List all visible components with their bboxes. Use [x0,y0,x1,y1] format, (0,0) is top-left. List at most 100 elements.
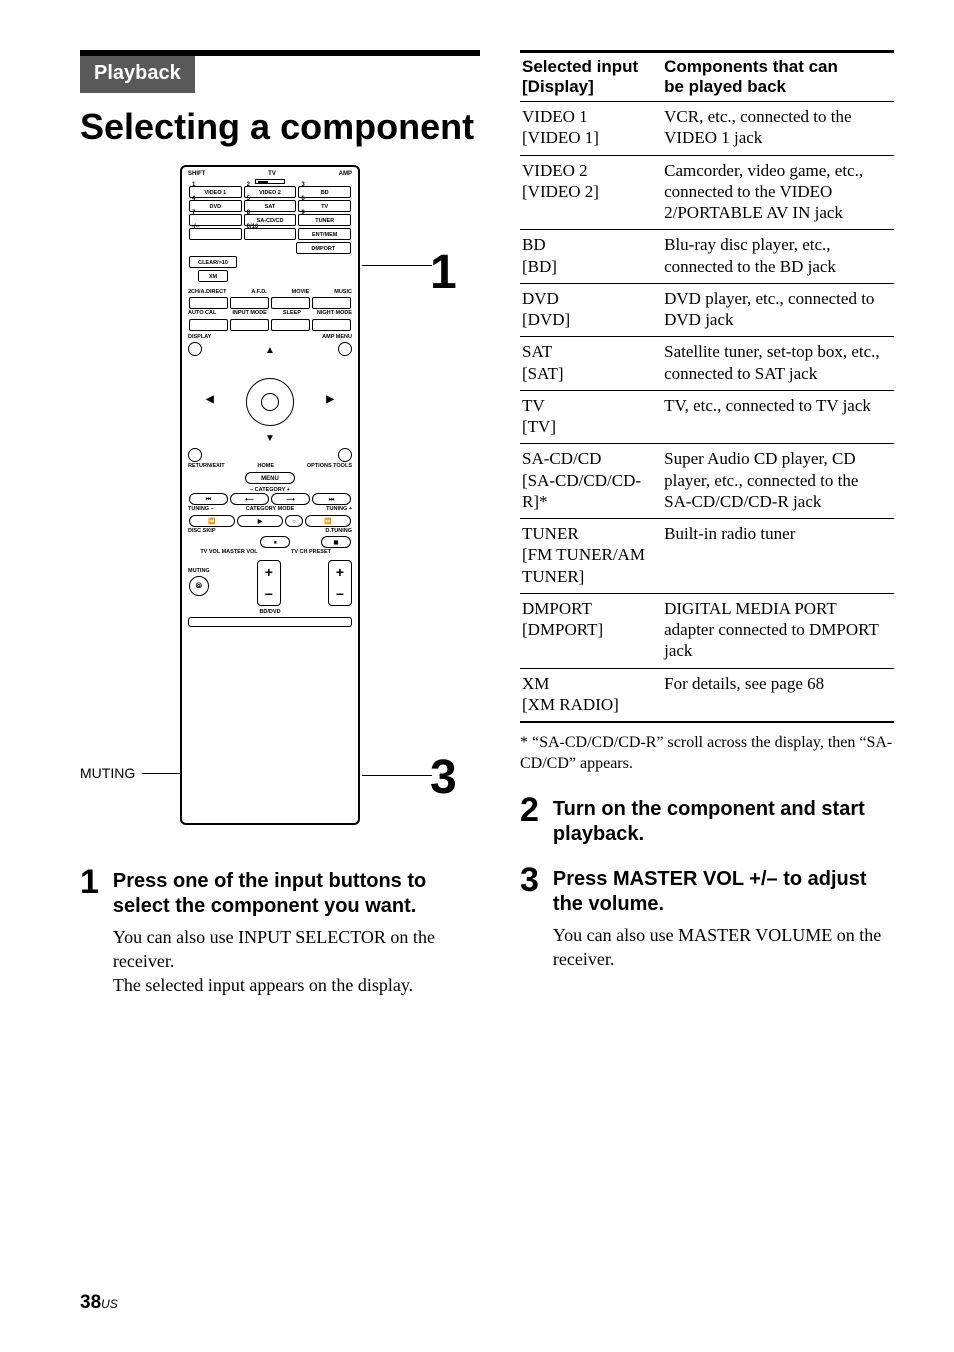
step-1: 1 Press one of the input buttons to sele… [80,865,480,998]
table-cell-component: For details, see page 68 [662,668,894,722]
remote-label: 2CH/A.DIRECT [188,290,227,296]
footnote: * “SA-CD/CD/CD-R” scroll across the disp… [520,733,894,775]
remote-button: 4DVD [189,200,242,212]
remote-button: 2VIDEO 2 [244,186,297,198]
remote-label: HOME [258,464,275,470]
step-number: 3 [520,863,539,972]
left-column: Playback Selecting a component 1 3 MUTIN… [80,50,480,1007]
remote-label: MUTING [188,569,210,575]
step-heading: Press MASTER VOL +/– to adjust the volum… [553,867,894,917]
table-row: VIDEO 2[VIDEO 2]Camcorder, video game, e… [520,155,894,230]
remote-label: TV CH PRESET [270,550,352,556]
table-row: SA-CD/CD[SA-CD/CD/CD-R]*Super Audio CD p… [520,444,894,519]
table-cell-component: VCR, etc., connected to the VIDEO 1 jack [662,102,894,156]
remote-button [312,319,351,331]
remote-button [189,319,228,331]
switch-icon [255,179,285,184]
dpad-icon: ◀ ▶ ▼ [188,362,352,442]
remote-label: TV VOL MASTER VOL [188,550,270,556]
table-cell-component: Built-in radio tuner [662,519,894,594]
remote-label: AUTO CAL [188,311,216,317]
remote-label: OPTIONS TOOLS [307,464,352,470]
table-cell-input: TUNER[FM TUNER/AM TUNER] [520,519,662,594]
remote-button: CLEAR/>10 [189,256,237,268]
remote-button [230,319,269,331]
remote-label: RETURN/EXIT [188,464,225,470]
remote-button: XM [198,270,228,282]
transport-button: ⏩ [305,515,351,527]
remote-label: D.TUNING [325,529,352,535]
stop-button: ◼ [321,536,351,548]
remote-button: 6TV [298,200,351,212]
pause-button: ⏸ [260,536,290,548]
step-number: 1 [80,865,99,998]
remote-button [271,297,310,309]
remote-label: DISC SKIP [188,529,216,535]
transport-button: ⟶ [271,493,310,505]
remote-button [189,297,228,309]
remote-label: TV [268,171,276,177]
table-row: TV[TV]TV, etc., connected to TV jack [520,390,894,444]
table-row: SAT[SAT]Satellite tuner, set-top box, et… [520,337,894,391]
step-number: 2 [520,793,539,853]
table-cell-component: TV, etc., connected to TV jack [662,390,894,444]
remote-label: MOVIE [292,290,310,296]
remote-label: CATEGORY MODE [246,507,295,513]
transport-button: ⏪ [189,515,235,527]
remote-label: AMP MENU [322,335,352,341]
table-header: Components that can be played back [662,52,894,102]
table-cell-component: Satellite tuner, set-top box, etc., conn… [662,337,894,391]
page-footer: 38US [80,1292,118,1314]
remote-label: TUNING + [326,507,352,513]
remote-body: SHIFT TV AMP 1VIDEO 1 2VIDEO 2 3BD 4DVD … [180,165,360,825]
step-text: You can also use INPUT SELECTOR on the r… [113,925,480,974]
remote-button: -/-- [189,228,242,240]
remote-button: ENT/MEM [298,228,351,240]
transport-button: ▶ [237,515,283,527]
remote-label: DISPLAY [188,335,211,341]
circle-button-icon [338,342,352,356]
remote-button: 9TUNER [298,214,351,226]
right-column: Selected input [Display] Components that… [520,50,894,1007]
page-title: Selecting a component [80,107,480,147]
step-3: 3 Press MASTER VOL +/– to adjust the vol… [520,863,894,972]
table-cell-input: TV[TV] [520,390,662,444]
remote-label: TUNING – [188,507,214,513]
remote-button: 5SAT [244,200,297,212]
step-text: You can also use MASTER VOLUME on the re… [553,923,894,972]
table-cell-component: Super Audio CD player, CD player, etc., … [662,444,894,519]
table-cell-input: SA-CD/CD[SA-CD/CD/CD-R]* [520,444,662,519]
remote-label: A.F.D. [251,290,266,296]
table-cell-input: BD[BD] [520,230,662,284]
table-header: Selected input [Display] [520,52,662,102]
table-row: XM[XM RADIO]For details, see page 68 [520,668,894,722]
remote-button: 0/10 [244,228,297,240]
remote-label: BD/DVD [188,610,352,616]
remote-button: DMPORT [296,242,351,254]
step-text: The selected input appears on the displa… [113,973,480,997]
step-2: 2 Turn on the component and start playba… [520,793,894,853]
callout-muting: MUTING [80,765,135,781]
page-number: 38 [80,1292,101,1313]
muting-button-icon: ⦾ [189,576,209,596]
remote-label: MUSIC [334,290,352,296]
remote-diagram: 1 3 MUTING SHIFT TV AMP 1VIDEO 1 2VIDEO … [80,165,480,835]
channel-rocker-icon: +− [328,560,352,606]
table-cell-input: DMPORT[DMPORT] [520,593,662,668]
remote-button [188,617,352,627]
transport-button: ○ [285,515,303,527]
remote-button [312,297,351,309]
remote-button: MENU [245,472,295,484]
table-row: DMPORT[DMPORT]DIGITAL MEDIA PORT adapter… [520,593,894,668]
table-cell-input: VIDEO 1[VIDEO 1] [520,102,662,156]
table-row: VIDEO 1[VIDEO 1]VCR, etc., connected to … [520,102,894,156]
circle-button-icon [338,448,352,462]
table-cell-component: Blu-ray disc player, etc., connected to … [662,230,894,284]
transport-button: ⏮ [189,493,228,505]
table-cell-component: Camcorder, video game, etc., connected t… [662,155,894,230]
remote-button [230,297,269,309]
page-suffix: US [101,1297,118,1311]
callout-line [362,775,432,776]
table-cell-input: DVD[DVD] [520,283,662,337]
remote-label: INPUT MODE [232,311,267,317]
